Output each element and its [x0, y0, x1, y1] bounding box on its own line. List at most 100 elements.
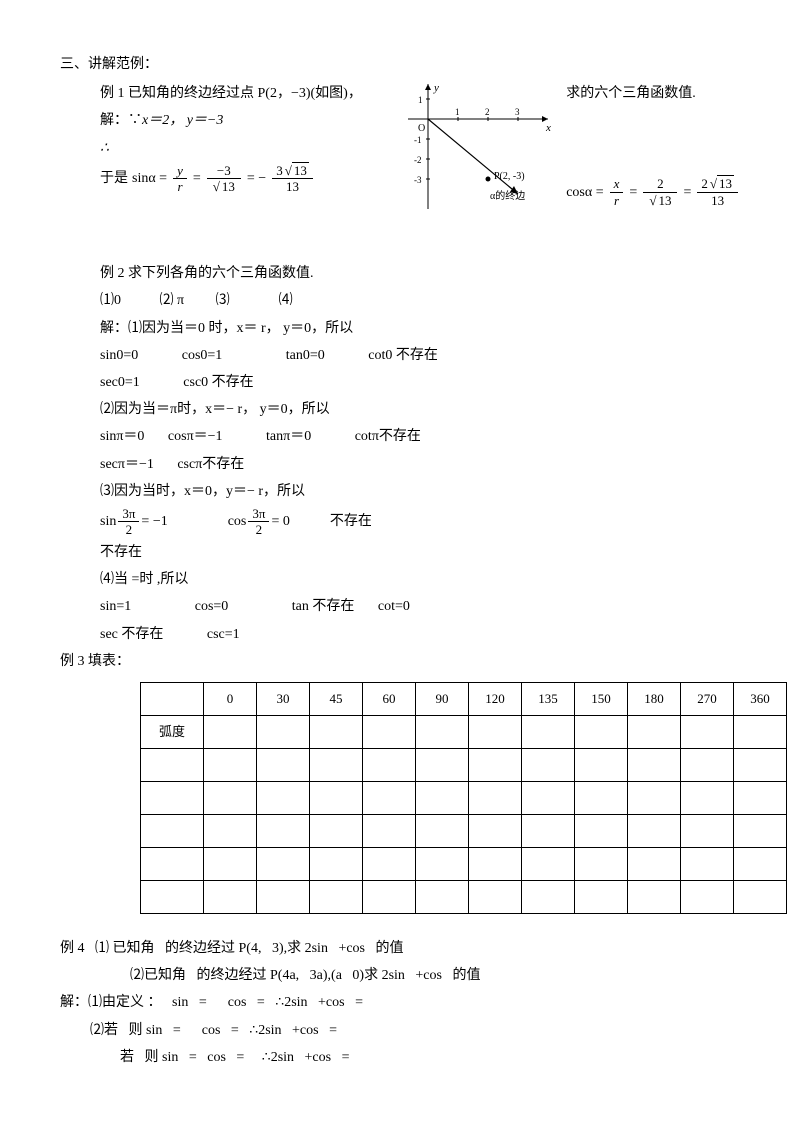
den: 13 — [643, 193, 677, 209]
v: tan0=0 — [286, 343, 325, 368]
v: sinπ＝0 — [100, 424, 144, 449]
th: 30 — [257, 683, 310, 716]
ex2-sol: 解：⑴因为当＝0 时，x＝ r， y＝0，所以 — [60, 316, 740, 341]
ex2-l6: sin=1 cos=0 tan 不存在 cot=0 — [60, 594, 740, 619]
table-row: 弧度 — [141, 716, 787, 749]
eq3: = — [629, 180, 637, 205]
terminal-side-label: α的终边 — [490, 189, 525, 202]
num: x — [610, 176, 624, 193]
frac-m3-sqrt13: −313 — [207, 163, 241, 195]
x-axis-label: x — [545, 122, 551, 134]
th: 90 — [416, 683, 469, 716]
ex1-title-left: 例 1 已知角的终边经过点 P(2，−3)(如图)， — [60, 81, 398, 106]
frac-3pi-2-b: 3π2 — [248, 506, 269, 538]
ytick-m1: -1 — [414, 135, 422, 145]
table-row — [141, 848, 787, 881]
section-heading: 三、讲解范例： — [60, 52, 740, 77]
example-1-right: y x O 1 2 3 1 -1 -2 -3 P(2, -3) α的终边 求的六… — [398, 79, 740, 219]
den: 13 — [207, 179, 241, 195]
v: = −1 — [141, 509, 167, 534]
th: 270 — [681, 683, 734, 716]
den: 13 — [697, 193, 738, 209]
ex4-l2: ⑵已知角 的终边经过 P(4a, 3a),(a 0)求 2sin +cos 的值 — [60, 963, 740, 988]
th: 150 — [575, 683, 628, 716]
eq1: = — [193, 166, 201, 191]
v: sec0=1 — [100, 370, 140, 395]
therefore: ∴ — [60, 136, 398, 161]
v: cotπ不存在 — [355, 424, 421, 449]
th — [141, 683, 204, 716]
v: tan 不存在 — [292, 594, 355, 619]
table-row — [141, 782, 787, 815]
spacer — [566, 108, 740, 174]
cos-label: cosα = — [566, 180, 603, 205]
th: 45 — [310, 683, 363, 716]
ex2-parts: ⑴0 ⑵ π ⑶ ⑷ — [60, 288, 740, 313]
v: csc=1 — [207, 622, 240, 647]
th: 180 — [628, 683, 681, 716]
num: −3 — [207, 163, 241, 180]
v: sec 不存在 — [100, 622, 163, 647]
after-graph-col: 求的六个三角函数值. cosα = xr = 213 = 21313 — [566, 79, 740, 210]
ex2-l7: sec 不存在 csc=1 — [60, 622, 740, 647]
den: 2 — [248, 522, 269, 538]
ex4-l4: ⑵若 则 sin = cos = ∴2sin +cos = — [60, 1018, 740, 1043]
rad: 13 — [292, 162, 309, 178]
point-p-label: P(2, -3) — [494, 171, 525, 182]
ex1-title-right: 求的六个三角函数值. — [566, 81, 740, 106]
gap — [60, 219, 740, 259]
eq2: = − — [247, 166, 266, 191]
rad: 13 — [656, 192, 673, 208]
th: 120 — [469, 683, 522, 716]
angle-table: 0 30 45 60 90 120 135 150 180 270 360 弧度 — [140, 682, 787, 914]
den: r — [610, 193, 624, 209]
rad: 13 — [717, 175, 734, 191]
ex2-nex2: 不存在 — [60, 540, 740, 565]
ex2-l5: sin 3π2 = −1 cos 3π2 = 0 不存在 — [60, 506, 740, 538]
ex1-solution-line: 解：∵x＝2， y＝−3 — [60, 108, 398, 133]
sin-label: sinα = — [132, 166, 167, 191]
frac-3pi-2-a: 3π2 — [118, 506, 139, 538]
sin-prefix: 于是 — [100, 166, 128, 191]
th: 360 — [734, 683, 787, 716]
th: 135 — [522, 683, 575, 716]
ex2-l2: sec0=1 csc0 不存在 — [60, 370, 740, 395]
ytick-m2: -2 — [414, 155, 422, 165]
origin-label: O — [418, 123, 425, 134]
ex2-l1: sin0=0 cos0=1 tan0=0 cot0 不存在 — [60, 343, 740, 368]
v: 不存在 — [330, 509, 372, 534]
coordinate-graph: y x O 1 2 3 1 -1 -2 -3 P(2, -3) α的终边 — [398, 79, 558, 219]
table-row — [141, 881, 787, 914]
cos-alpha-line: cosα = xr = 213 = 21313 — [566, 176, 740, 208]
num: 313 — [272, 163, 313, 180]
v: secπ＝−1 — [100, 452, 154, 477]
xtick-2: 2 — [485, 107, 490, 117]
eq4: = — [683, 180, 691, 205]
ex2-l3: sinπ＝0 cosπ＝−1 tanπ＝0 cotπ不存在 — [60, 424, 740, 449]
xtick-3: 3 — [515, 107, 520, 117]
frac-3sqrt13-13: 31313 — [272, 163, 313, 195]
v: cos0=1 — [182, 343, 223, 368]
v: sin0=0 — [100, 343, 138, 368]
v: cot=0 — [378, 594, 410, 619]
num: 3π — [118, 506, 139, 523]
example-1-left: 例 1 已知角的终边经过点 P(2，−3)(如图)， 解：∵x＝2， y＝−3 … — [60, 79, 398, 197]
v: tanπ＝0 — [266, 424, 311, 449]
ex2-l4: secπ＝−1 cscπ不存在 — [60, 452, 740, 477]
num: 3π — [248, 506, 269, 523]
th: 60 — [363, 683, 416, 716]
y-axis-label: y — [433, 82, 439, 94]
th: 0 — [204, 683, 257, 716]
ex4-l5: 若 则 sin = cos = ∴2sin +cos = — [60, 1045, 740, 1070]
v: cos — [228, 509, 247, 534]
v: csc0 不存在 — [183, 370, 253, 395]
num: 213 — [697, 176, 738, 193]
rad: 13 — [220, 178, 237, 194]
ex2-p3: ⑶因为当时，x＝0，y＝− r，所以 — [60, 479, 740, 504]
den: r — [173, 179, 187, 195]
ex2-title: 例 2 求下列各角的六个三角函数值. — [60, 261, 740, 286]
example-1-row: 例 1 已知角的终边经过点 P(2，−3)(如图)， 解：∵x＝2， y＝−3 … — [60, 79, 740, 219]
frac-y-r: yr — [173, 163, 187, 195]
xtick-1: 1 — [455, 107, 460, 117]
frac-2sqrt13-13: 21313 — [697, 176, 738, 208]
